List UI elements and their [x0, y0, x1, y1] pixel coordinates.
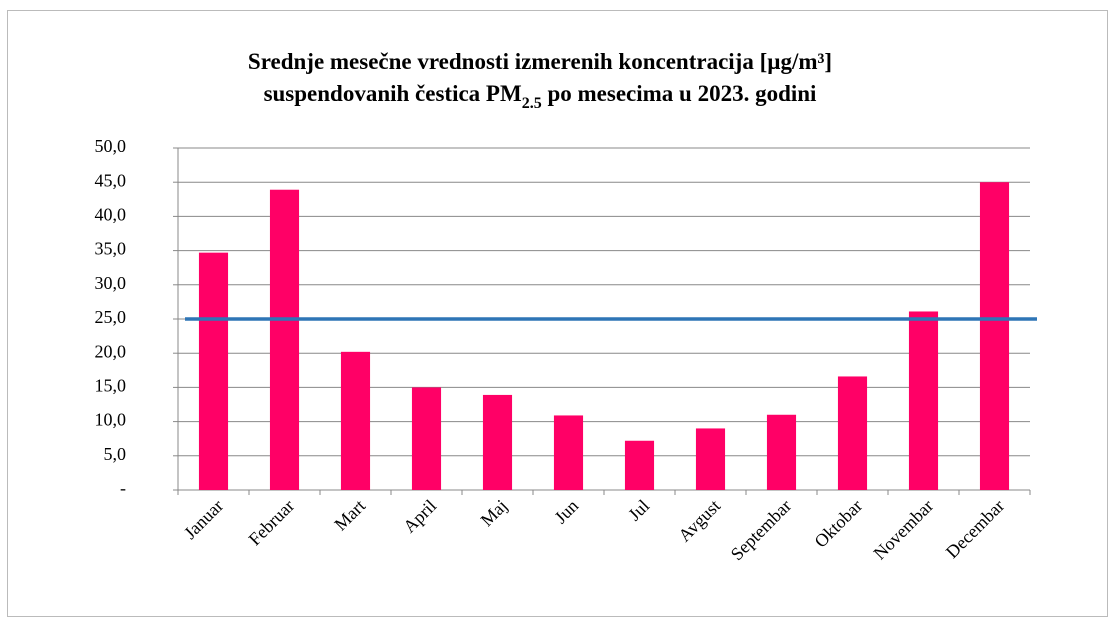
- y-tick-label: 50,0: [95, 136, 127, 156]
- x-tick-label: Oktobar: [810, 496, 866, 552]
- title-segment: Srednje mesečne vrednosti izmerenih konc…: [248, 49, 832, 74]
- bar: [340, 351, 371, 490]
- title-segment: suspendovanih čestica PM: [264, 81, 522, 106]
- bar: [908, 311, 939, 490]
- x-tick-label: Januar: [180, 496, 227, 543]
- title-segment: po mesecima u 2023. godini: [542, 81, 817, 106]
- x-tick-label: Mart: [330, 496, 369, 535]
- bar: [198, 252, 229, 490]
- y-tick-label: 45,0: [95, 170, 127, 190]
- chart-title: suspendovanih čestica PM2.5 po mesecima …: [264, 81, 817, 112]
- bar: [979, 182, 1010, 490]
- x-tick-label: Jul: [624, 496, 653, 525]
- title-segment: 2.5: [522, 95, 542, 112]
- bar: [695, 428, 726, 490]
- bar: [553, 415, 584, 490]
- x-tick-label: April: [399, 496, 440, 537]
- x-tick-label: Jun: [550, 496, 582, 528]
- chart-title: Srednje mesečne vrednosti izmerenih konc…: [248, 49, 832, 74]
- y-tick-label: -: [120, 478, 126, 498]
- y-tick-label: 30,0: [95, 273, 127, 293]
- bar: [837, 376, 868, 490]
- y-tick-label: 20,0: [95, 341, 127, 361]
- bar: [269, 189, 300, 490]
- y-tick-label: 10,0: [95, 410, 127, 430]
- y-tick-label: 15,0: [95, 376, 127, 396]
- x-tick-label: Novembar: [869, 496, 937, 564]
- x-tick-label: Avgust: [674, 496, 724, 546]
- y-tick-label: 25,0: [95, 307, 127, 327]
- bar: [766, 414, 797, 490]
- y-tick-label: 40,0: [95, 205, 127, 225]
- bar: [624, 440, 655, 490]
- y-tick-label: 5,0: [104, 444, 127, 464]
- x-tick-label: Septembar: [727, 496, 796, 565]
- x-tick-label: Decembar: [942, 496, 1008, 562]
- y-tick-label: 35,0: [95, 239, 127, 259]
- x-tick-label: Maj: [477, 496, 512, 531]
- bar: [411, 387, 442, 490]
- bar: [482, 394, 513, 490]
- x-tick-label: Februar: [245, 496, 299, 550]
